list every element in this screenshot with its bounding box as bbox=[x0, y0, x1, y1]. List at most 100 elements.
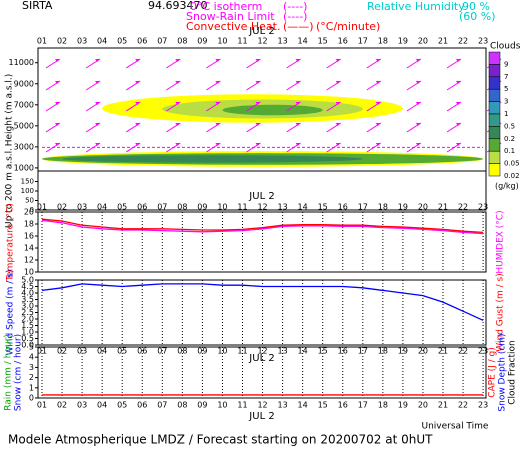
wind-arrow-head bbox=[415, 123, 421, 126]
hour-label: 13 bbox=[278, 37, 288, 46]
hour-label: 08 bbox=[177, 347, 187, 356]
hour-label: 18 bbox=[378, 347, 388, 356]
wind-arrow-head bbox=[95, 102, 101, 105]
y-tick-label: 14 bbox=[24, 244, 34, 253]
y-tick-label: 3.0 bbox=[21, 302, 34, 311]
hour-label: 20 bbox=[418, 203, 428, 212]
hour-label: 20 bbox=[418, 401, 428, 410]
y-tick-label: 0.5 bbox=[21, 334, 34, 343]
y-axis-label: Height (m a.s.l.) bbox=[5, 74, 15, 147]
y-tick-label: 18 bbox=[24, 220, 34, 229]
y-tick-label: 1.5 bbox=[21, 321, 34, 330]
isotherm-legend: 0°C isotherm bbox=[190, 0, 262, 13]
hour-label: 11 bbox=[237, 401, 247, 410]
y-axis-label: Temperature (°C) bbox=[6, 203, 16, 282]
wind-arrow-head bbox=[175, 102, 181, 105]
hour-label: 16 bbox=[338, 401, 348, 410]
hour-label: 09 bbox=[197, 37, 207, 46]
wind-arrow-head bbox=[335, 81, 341, 84]
hour-label: 21 bbox=[438, 37, 448, 46]
wind-arrow-head bbox=[175, 81, 181, 84]
colorbar-swatch bbox=[488, 88, 501, 102]
hour-label: 22 bbox=[458, 37, 468, 46]
hour-label: 04 bbox=[97, 203, 107, 212]
hour-label: 03 bbox=[77, 203, 87, 212]
hour-label: 20 bbox=[418, 347, 428, 356]
colorbar-swatch bbox=[488, 64, 501, 78]
hour-label: 22 bbox=[458, 401, 468, 410]
wind-arrow-head bbox=[415, 102, 421, 105]
y-tick-label: 4 bbox=[29, 353, 34, 362]
y-tick-label: 50 bbox=[25, 197, 34, 205]
wind-arrow-head bbox=[255, 102, 261, 105]
y-tick-label: 4.5 bbox=[21, 282, 34, 291]
plot-frame bbox=[37, 346, 487, 399]
hour-label: 19 bbox=[398, 401, 408, 410]
hour-label: 01 bbox=[37, 37, 47, 46]
hour-label: 13 bbox=[278, 203, 288, 212]
date-label: JUL 2 bbox=[248, 353, 274, 364]
colorbar-label: 0.5 bbox=[504, 122, 515, 130]
wind-arrow-head bbox=[255, 81, 261, 84]
hour-label: 11 bbox=[237, 347, 247, 356]
hour-label: 17 bbox=[358, 347, 368, 356]
colorbar-unit: (g/kg) bbox=[495, 182, 519, 191]
hour-label: 17 bbox=[358, 401, 368, 410]
wind-arrow-head bbox=[215, 102, 221, 105]
date-label: JUL 2 bbox=[248, 411, 274, 422]
y-tick-label: 4.0 bbox=[21, 289, 34, 298]
wind-arrow-head bbox=[135, 59, 141, 62]
hour-label: 23 bbox=[478, 37, 488, 46]
hour-label: 16 bbox=[338, 37, 348, 46]
y-tick-label: 9000 bbox=[14, 79, 34, 88]
wind-arrow-head bbox=[95, 81, 101, 84]
hour-label: 14 bbox=[298, 347, 308, 356]
y-tick-label: 5.0 bbox=[21, 276, 34, 285]
hour-label: 21 bbox=[438, 401, 448, 410]
hour-label: 01 bbox=[37, 203, 47, 212]
y-tick-label: 16 bbox=[24, 232, 34, 241]
wind-arrow-head bbox=[335, 143, 341, 146]
hour-label: 10 bbox=[217, 347, 227, 356]
hour-label: 13 bbox=[278, 347, 288, 356]
colorbar-swatch bbox=[488, 150, 501, 164]
hour-label: 02 bbox=[57, 37, 67, 46]
colorbar-label: 1 bbox=[504, 110, 508, 118]
colorbar-label: 0.1 bbox=[504, 147, 515, 155]
station-code: 94.693470 bbox=[148, 0, 208, 12]
y-tick-label: 3 bbox=[29, 363, 34, 372]
hour-label: 12 bbox=[257, 37, 267, 46]
hour-label: 10 bbox=[217, 401, 227, 410]
wind-arrow-head bbox=[375, 102, 381, 105]
y-axis-label: Rain (mm / hour) bbox=[4, 334, 14, 411]
wind-arrow-head bbox=[375, 81, 381, 84]
rh-90: 90 % bbox=[462, 0, 490, 13]
hour-label: 18 bbox=[378, 203, 388, 212]
wind-arrow-head bbox=[335, 59, 341, 62]
cloud-layer bbox=[222, 104, 323, 116]
hour-label: 01 bbox=[37, 347, 47, 356]
hour-label: 17 bbox=[358, 37, 368, 46]
y2-axis-label: CAPE (J / g) bbox=[488, 347, 498, 398]
y2-axis-label: Snow Depth (cm) bbox=[498, 333, 508, 411]
y-tick-label: 0 bbox=[29, 394, 34, 403]
y-tick-label: 1.0 bbox=[21, 328, 34, 337]
y-tick-label: 0.0 bbox=[21, 341, 34, 350]
hour-label: 09 bbox=[197, 401, 207, 410]
series-line bbox=[41, 218, 484, 234]
wind-arrow-head bbox=[456, 81, 461, 84]
hour-label: 22 bbox=[458, 203, 468, 212]
wind-arrow-head bbox=[135, 143, 141, 146]
colorbar-title: Clouds bbox=[490, 42, 521, 52]
y-axis-label: Wind Speed (m / s) bbox=[6, 270, 16, 356]
y-tick-label: 3.5 bbox=[21, 295, 34, 304]
cloud-layer bbox=[62, 155, 363, 163]
y-tick-label: 11000 bbox=[9, 58, 34, 67]
footer: Modele Atmospherique LMDZ / Forecast sta… bbox=[8, 433, 433, 447]
plot-frame bbox=[37, 47, 487, 211]
hour-label: 09 bbox=[197, 203, 207, 212]
hour-label: 05 bbox=[117, 203, 127, 212]
wind-arrow-head bbox=[135, 81, 141, 84]
wind-arrow-head bbox=[456, 59, 461, 62]
hour-label: 08 bbox=[177, 203, 187, 212]
